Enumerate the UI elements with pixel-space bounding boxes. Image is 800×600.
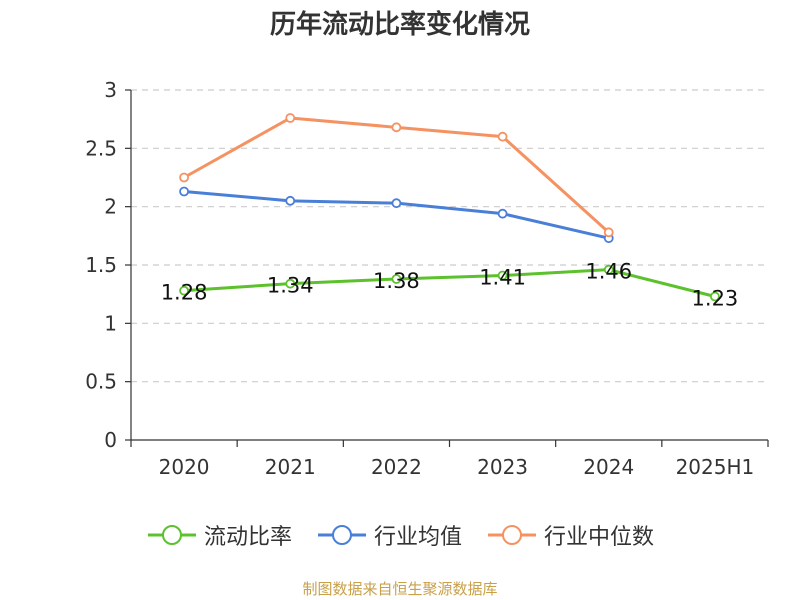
data-point (603, 264, 614, 275)
data-point (285, 278, 296, 289)
x-tick-label: 2024 (583, 455, 634, 479)
legend-label: 行业均值 (373, 525, 462, 550)
data-point (497, 270, 508, 281)
data-point (497, 131, 508, 142)
data-label: 1.46 (585, 260, 632, 284)
series-layer (179, 113, 720, 302)
y-tick-label: 1 (104, 311, 117, 335)
data-point (603, 227, 614, 238)
x-tick-label: 2020 (159, 455, 210, 479)
grid-layer (131, 89, 768, 383)
chart-title: 历年流动比率变化情况 (269, 10, 530, 40)
legend-label: 行业中位数 (544, 525, 655, 550)
legend: 流动比率 行业均值 行业中位数 (0, 519, 800, 551)
source-note: 制图数据来自恒生聚源数据库 (302, 580, 498, 598)
series-line-2 (183, 116, 610, 234)
y-tick-label: 3 (104, 78, 117, 102)
x-tick-label: 2025H1 (676, 455, 755, 479)
data-point (391, 274, 402, 284)
series-line-0 (183, 268, 716, 298)
legend-item[interactable]: 行业中位数 (486, 519, 654, 551)
y-tick-label: 0.5 (85, 370, 117, 394)
legend-swatch-icon (488, 525, 536, 545)
data-point (285, 195, 296, 206)
data-point (391, 122, 402, 133)
legend-item[interactable]: 流动比率 (146, 519, 292, 551)
data-point (285, 113, 296, 123)
legend-swatch-icon (147, 525, 196, 545)
data-label: 1.34 (267, 274, 314, 298)
data-label: 1.38 (373, 269, 420, 293)
data-point (497, 208, 508, 219)
data-point (710, 291, 720, 302)
legend-swatch-icon (317, 525, 366, 545)
data-point (179, 285, 189, 296)
x-tick-label: 2022 (371, 455, 422, 479)
label-layer: 1.28 1.34 1.38 1.41 1.46 1.23 (161, 260, 739, 311)
data-point (179, 186, 189, 197)
x-tick-label: 2021 (265, 455, 316, 479)
y-tick-label: 2 (104, 195, 117, 219)
y-tick-label: 2.5 (85, 136, 117, 160)
axis-layer: 0 0.5 1 1.5 2 2.5 3 2020 2021 2022 2023 2024 2025H1 (85, 78, 769, 479)
data-label: 1.41 (479, 266, 526, 290)
data-point (179, 172, 189, 183)
data-label: 1.23 (692, 287, 739, 311)
data-point (391, 198, 402, 209)
x-tick-label: 2023 (477, 455, 528, 479)
y-tick-label: 1.5 (85, 253, 117, 277)
legend-item[interactable]: 行业均值 (316, 519, 462, 551)
y-tick-label: 0 (104, 428, 117, 452)
data-label: 1.28 (161, 281, 208, 305)
legend-label: 流动比率 (203, 525, 292, 550)
